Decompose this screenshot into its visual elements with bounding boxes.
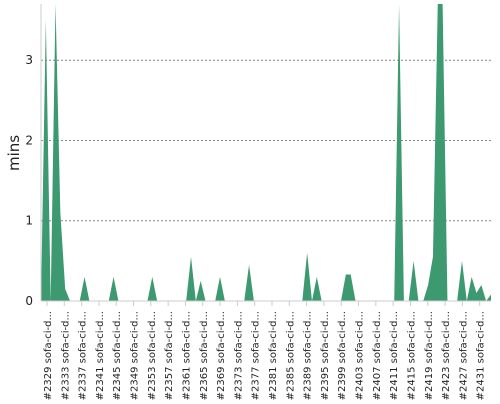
x-tick-label: #2341 sofa-ci-d... bbox=[95, 311, 106, 400]
x-tick-label: #2333 sofa-ci-d... bbox=[60, 311, 71, 400]
x-tick-label: #2337 sofa-ci-d... bbox=[78, 311, 89, 400]
x-tick-label: #2357 sofa-ci-d... bbox=[164, 311, 175, 400]
x-tick-label: #2423 sofa-ci-d... bbox=[441, 311, 452, 400]
x-tick-label: #2403 sofa-ci-d... bbox=[355, 311, 366, 400]
x-tick-label: #2373 sofa-ci-d... bbox=[233, 311, 244, 400]
x-tick-label: #2419 sofa-ci-d... bbox=[424, 311, 435, 400]
x-tick-label: #2381 sofa-ci-d... bbox=[268, 311, 279, 400]
x-tick-label: #2427 sofa-ci-d... bbox=[458, 311, 469, 400]
x-tick-label: #2411 sofa-ci-d... bbox=[389, 311, 400, 400]
x-tick-label: #2361 sofa-ci-d... bbox=[181, 311, 192, 400]
y-tick-label: 1 bbox=[25, 214, 33, 228]
x-tick-label: #2431 sofa-ci-d... bbox=[476, 311, 487, 400]
axes: 0 1 2 3 #2329 sofa-ci-d... #2333 sofa-ci-d...… bbox=[25, 4, 491, 400]
x-tick-label: #2365 sofa-ci-d... bbox=[199, 311, 210, 400]
y-tick-label: 2 bbox=[25, 133, 33, 147]
y-tick-label: 3 bbox=[25, 53, 33, 67]
y-axis-label: mins bbox=[5, 135, 23, 171]
x-tick-label: #2389 sofa-ci-d... bbox=[303, 311, 314, 400]
gridlines bbox=[41, 59, 491, 222]
x-tick-label: #2407 sofa-ci-d... bbox=[372, 311, 383, 400]
x-tick-label: #2415 sofa-ci-d... bbox=[406, 311, 417, 400]
x-tick-label: #2395 sofa-ci-d... bbox=[320, 311, 331, 400]
x-tick-label: #2345 sofa-ci-d... bbox=[112, 311, 123, 400]
series bbox=[41, 4, 491, 301]
x-tick-label: #2377 sofa-ci-d... bbox=[251, 311, 262, 400]
x-tick-label: #2329 sofa-ci-d... bbox=[43, 311, 54, 400]
x-tick-label: #2349 sofa-ci-d... bbox=[130, 311, 141, 400]
x-tick-label: #2399 sofa-ci-d... bbox=[337, 311, 348, 400]
area-series bbox=[41, 4, 491, 301]
y-tick-label: 0 bbox=[25, 294, 33, 308]
x-tick-label: #2369 sofa-ci-d... bbox=[216, 311, 227, 400]
x-tick-label: #2385 sofa-ci-d... bbox=[285, 311, 296, 400]
x-tick-label: #2353 sofa-ci-d... bbox=[147, 311, 158, 400]
